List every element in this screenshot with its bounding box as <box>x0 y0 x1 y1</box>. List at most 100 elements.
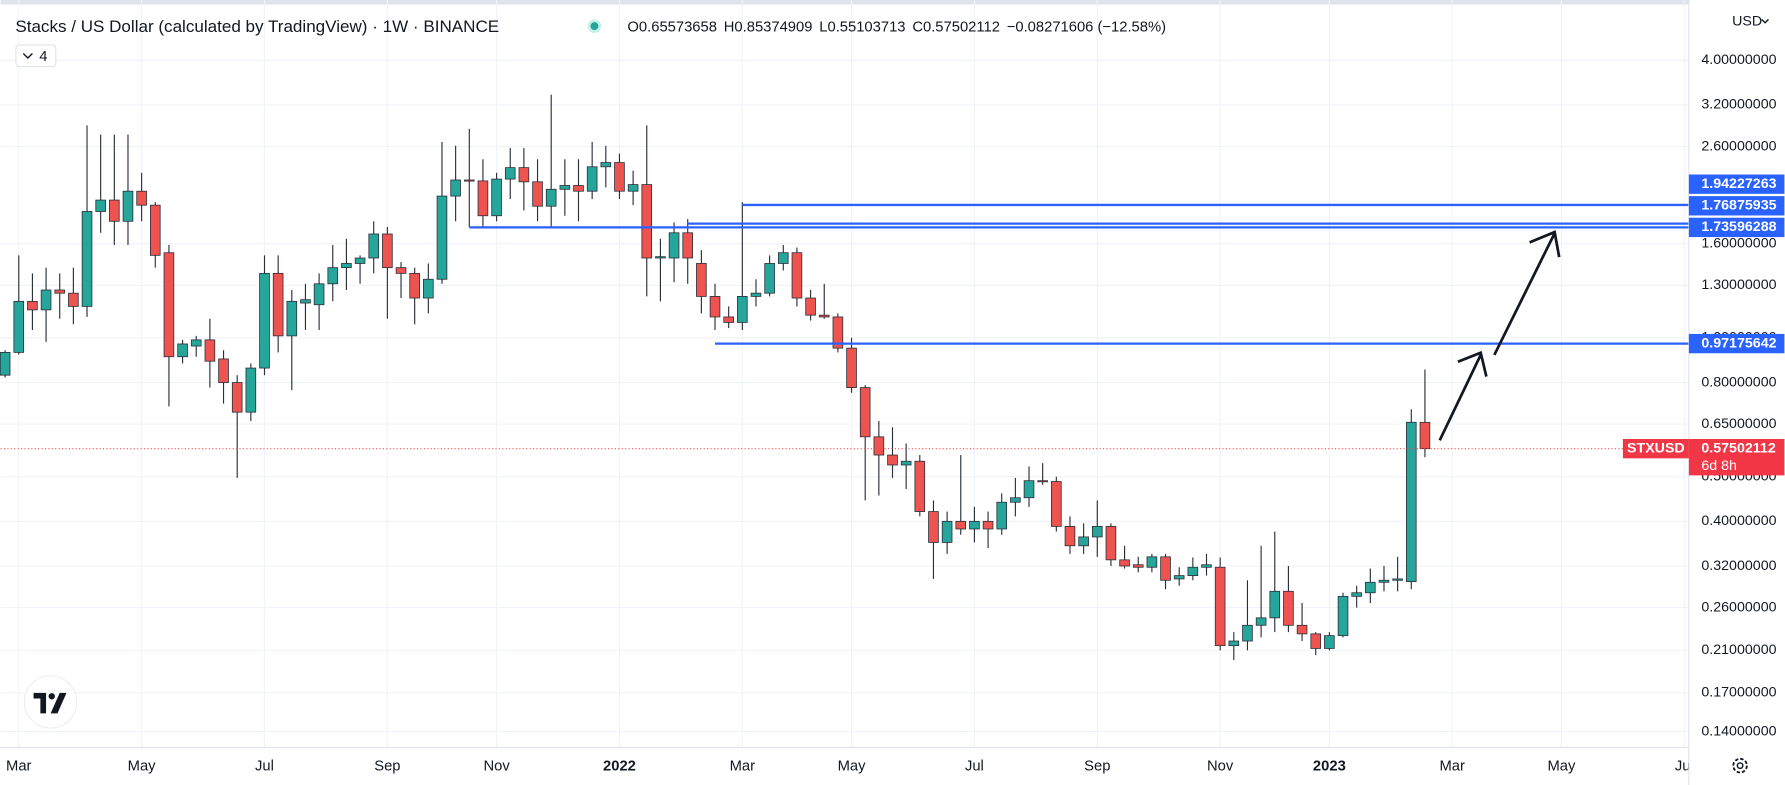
candle-body <box>1392 578 1403 581</box>
candle-body <box>231 382 243 413</box>
price-axis: 4.00000000 3.20000000 2.60000000 1.60000000… <box>1688 0 1785 785</box>
candle-body <box>1378 579 1390 583</box>
candle-body <box>1214 566 1226 647</box>
drawings <box>1438 230 1561 441</box>
candle-body <box>518 167 530 183</box>
arrow-head <box>1457 350 1488 377</box>
candle-body <box>382 233 393 269</box>
grid: Mar May Jul Sep Nov 2022 Mar May Jul Sep Nov 2023 Ma… <box>0 0 1694 775</box>
y-tick-label: 0.14000000 <box>1701 723 1776 739</box>
x-tick-label: 2023 <box>1313 759 1346 775</box>
candle-body <box>805 297 816 316</box>
candle-body <box>1201 564 1212 568</box>
top-bar <box>0 0 1785 5</box>
candle-body <box>1132 564 1144 568</box>
logo-mark <box>48 693 55 700</box>
x-tick-label: Nov <box>483 759 510 775</box>
arrow <box>1438 354 1482 441</box>
candle-body <box>1146 556 1158 568</box>
x-tick-label: Mar <box>730 759 756 775</box>
candle-body <box>1023 480 1035 499</box>
x-tick-label: May <box>1548 759 1577 775</box>
candle-body <box>27 300 38 311</box>
chart-title: Stacks / US Dollar (calculated by Tradin… <box>15 17 499 36</box>
candle-body <box>368 233 380 259</box>
candle-body <box>122 190 134 222</box>
ohlc-label: H <box>724 19 735 35</box>
candle-body <box>395 267 407 274</box>
ohlc-label: O <box>627 19 639 35</box>
change: −0.08271606 (−12.58%) <box>1007 19 1166 35</box>
currency-select[interactable]: USD <box>1732 13 1769 29</box>
candle-body <box>1078 536 1089 547</box>
indicators-toggle[interactable]: 4 <box>15 44 57 68</box>
x-tick-label: Jul <box>255 759 274 775</box>
x-tick-label: Mar <box>6 759 32 775</box>
x-tick-label: Sep <box>1084 759 1110 775</box>
candle-body <box>969 520 980 530</box>
hline-label: 1.76875935 <box>1701 198 1776 214</box>
candle-body <box>627 184 639 192</box>
y-tick-label: 0.65000000 <box>1701 416 1776 432</box>
arrow <box>1493 232 1556 356</box>
candle-body <box>81 211 93 307</box>
candle-body <box>40 289 52 311</box>
price-label: 0.57502112 <box>1701 440 1775 456</box>
candle-body <box>54 289 66 294</box>
ohlc-value: 0.85374909 <box>734 19 812 35</box>
x-tick-label: May <box>128 759 157 775</box>
x-tick-label: Sep <box>374 759 400 775</box>
x-tick-label: Nov <box>1207 759 1234 775</box>
candle-body <box>982 520 994 530</box>
candle-body <box>1310 633 1322 649</box>
candle-body <box>928 511 939 543</box>
candle-body <box>696 263 707 297</box>
candle-body <box>1405 421 1417 583</box>
candle-body <box>423 278 434 299</box>
candle-body <box>245 367 257 413</box>
candle-body <box>887 454 898 466</box>
settings[interactable] <box>1732 757 1748 774</box>
candle-body <box>1365 581 1376 594</box>
candle-body <box>272 272 284 337</box>
logo[interactable] <box>23 675 78 729</box>
candle-body <box>504 167 516 180</box>
candle-body <box>1419 421 1431 450</box>
candle-body <box>1228 640 1240 647</box>
candle-body <box>941 520 953 543</box>
candle-body <box>545 188 557 207</box>
candle-body <box>1010 497 1021 503</box>
candle-body <box>873 436 885 456</box>
ohlc-label: C <box>912 19 923 35</box>
candle-body <box>313 283 325 306</box>
candle-body <box>777 252 789 264</box>
candle-body <box>463 179 475 182</box>
y-tick-label: 1.30000000 <box>1701 277 1776 293</box>
y-tick-label: 3.20000000 <box>1701 97 1776 113</box>
candle-body <box>1119 559 1130 567</box>
candle-body <box>190 339 202 347</box>
x-tick-label: Jul <box>965 759 984 775</box>
ohlc-value: 0.55103713 <box>827 19 905 35</box>
indicators-count: 4 <box>39 49 47 65</box>
y-tick-label: 0.21000000 <box>1701 642 1776 658</box>
price-axis-bg <box>1688 0 1785 785</box>
candle-body <box>846 347 857 389</box>
candle-body <box>0 351 11 376</box>
x-tick-label: 2022 <box>603 759 636 775</box>
ohlc-value: 0.57502112 <box>923 19 1000 35</box>
ohlc-label: L <box>819 19 827 35</box>
candle-body <box>354 257 366 264</box>
candle-body <box>491 178 502 217</box>
x-tick-label: May <box>838 759 867 775</box>
gear-hub <box>1736 762 1744 770</box>
candle-body <box>1255 617 1267 626</box>
y-tick-label: 0.32000000 <box>1701 558 1776 574</box>
candle-body <box>723 316 734 323</box>
candle-body <box>1051 481 1062 527</box>
hline-label: 1.94227263 <box>1701 176 1776 192</box>
ohlc-value: 0.65573658 <box>639 19 717 35</box>
y-tick-label: 4.00000000 <box>1701 52 1776 68</box>
candle-body <box>600 162 612 168</box>
